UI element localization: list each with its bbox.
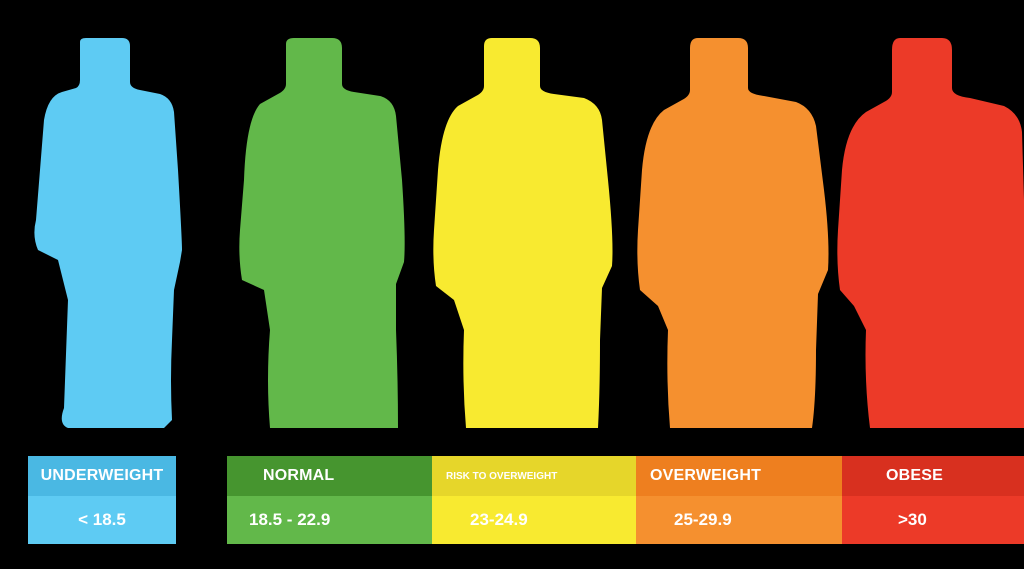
category-obese: OBESE >30 xyxy=(842,456,1024,544)
silhouette-obese xyxy=(837,38,1024,428)
person-silhouette-icon xyxy=(239,38,405,428)
category-overweight: OVERWEIGHT 25-29.9 xyxy=(636,456,842,544)
category-label: UNDERWEIGHT xyxy=(40,467,164,484)
category-header: OBESE xyxy=(842,456,1024,496)
category-header: NORMAL xyxy=(227,456,432,496)
silhouette-underweight xyxy=(34,38,183,428)
silhouette-risk-to-overweight xyxy=(433,38,613,428)
person-silhouette-icon xyxy=(637,38,829,428)
bmi-range: 23-24.9 xyxy=(470,510,528,529)
bmi-range: >30 xyxy=(898,510,927,529)
category-underweight: UNDERWEIGHT < 18.5 xyxy=(28,456,176,544)
category-label: RISK TO OVERWEIGHT xyxy=(446,470,558,482)
silhouette-normal xyxy=(239,38,405,428)
bmi-range: 25-29.9 xyxy=(674,510,732,529)
category-header: RISK TO OVERWEIGHT xyxy=(432,456,636,496)
bmi-range: 18.5 - 22.9 xyxy=(249,510,331,529)
category-normal: NORMAL 18.5 - 22.9 xyxy=(227,456,432,544)
category-header: OVERWEIGHT xyxy=(636,456,842,496)
person-silhouette-icon xyxy=(34,38,183,428)
category-header: UNDERWEIGHT xyxy=(28,456,176,496)
person-silhouette-icon xyxy=(433,38,613,428)
category-label: OVERWEIGHT xyxy=(650,467,762,484)
category-label: OBESE xyxy=(886,467,944,484)
person-silhouette-icon xyxy=(837,38,1024,428)
category-label: NORMAL xyxy=(263,467,335,484)
category-risk-to-overweight: RISK TO OVERWEIGHT 23-24.9 xyxy=(432,456,636,544)
body-silhouettes xyxy=(34,38,1024,428)
bmi-range: < 18.5 xyxy=(78,510,126,529)
silhouette-overweight xyxy=(637,38,829,428)
